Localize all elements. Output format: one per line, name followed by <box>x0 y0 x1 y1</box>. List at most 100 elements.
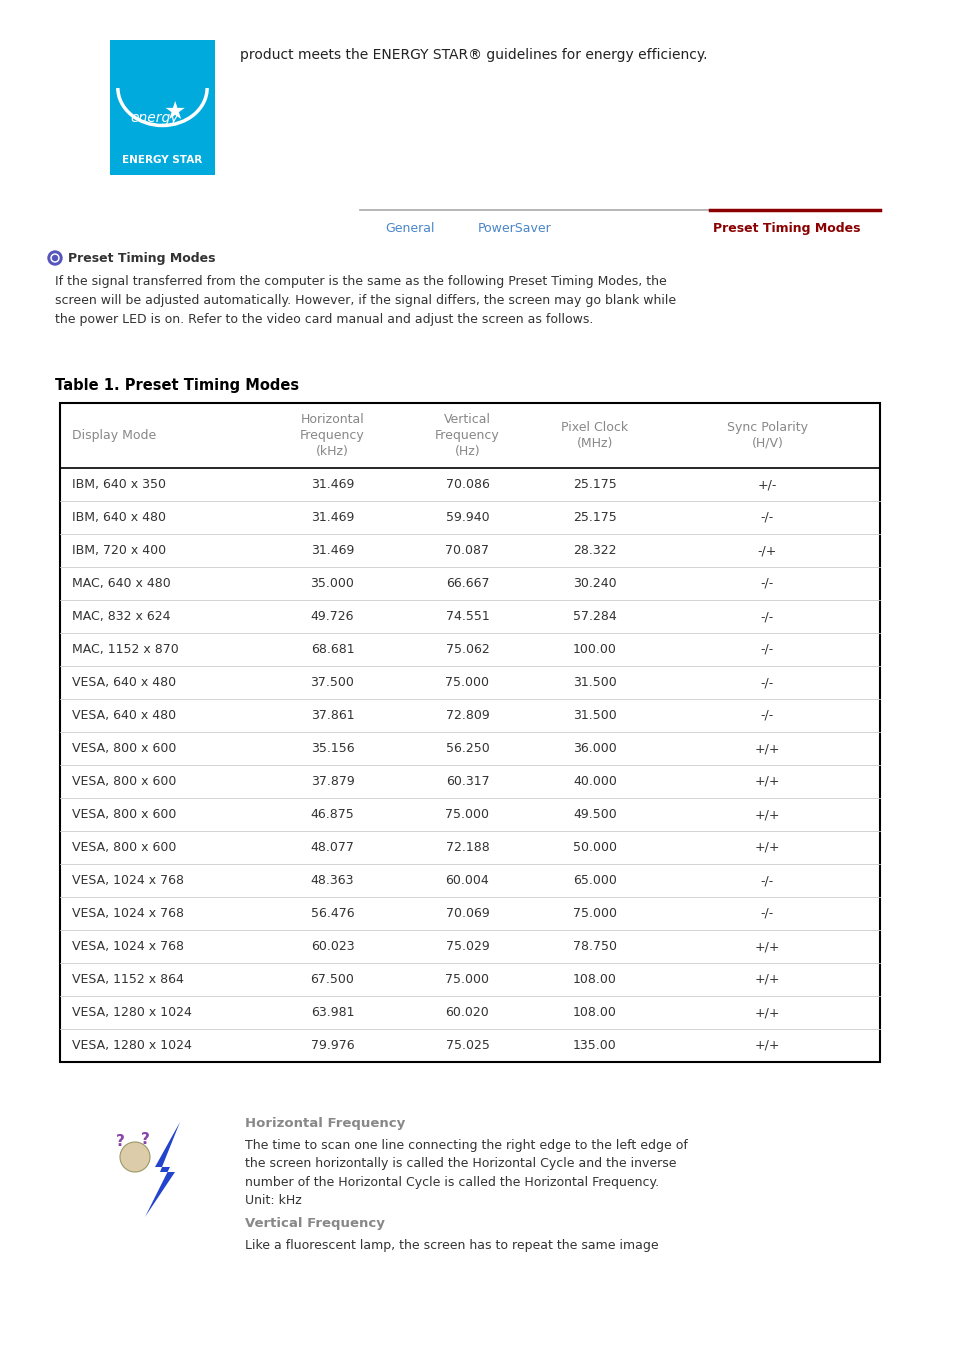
Text: IBM, 640 x 350: IBM, 640 x 350 <box>71 478 166 490</box>
Text: 135.00: 135.00 <box>573 1039 617 1052</box>
Text: +/+: +/+ <box>754 940 780 952</box>
Text: 56.250: 56.250 <box>445 742 489 755</box>
Text: VESA, 800 x 600: VESA, 800 x 600 <box>71 742 176 755</box>
Text: 31.500: 31.500 <box>573 676 617 689</box>
Text: Like a fluorescent lamp, the screen has to repeat the same image: Like a fluorescent lamp, the screen has … <box>245 1239 658 1252</box>
Text: 37.879: 37.879 <box>311 775 354 788</box>
Text: 70.069: 70.069 <box>445 907 489 920</box>
Text: 108.00: 108.00 <box>573 1006 617 1019</box>
Text: Preset Timing Modes: Preset Timing Modes <box>68 253 215 265</box>
Text: 70.086: 70.086 <box>445 478 489 490</box>
Text: 25.175: 25.175 <box>573 478 617 490</box>
Text: 31.469: 31.469 <box>311 478 354 490</box>
Circle shape <box>120 1142 150 1173</box>
Text: 78.750: 78.750 <box>573 940 617 952</box>
Text: energy: energy <box>131 111 178 126</box>
Text: 37.861: 37.861 <box>311 709 354 721</box>
Text: 28.322: 28.322 <box>573 544 616 557</box>
Text: MAC, 640 x 480: MAC, 640 x 480 <box>71 577 171 590</box>
Text: MAC, 832 x 624: MAC, 832 x 624 <box>71 611 171 623</box>
Text: VESA, 640 x 480: VESA, 640 x 480 <box>71 709 176 721</box>
Text: IBM, 640 x 480: IBM, 640 x 480 <box>71 511 166 524</box>
Text: 31.469: 31.469 <box>311 511 354 524</box>
Text: 75.000: 75.000 <box>445 676 489 689</box>
Text: 79.976: 79.976 <box>311 1039 354 1052</box>
Text: -/-: -/- <box>760 709 773 721</box>
Text: 50.000: 50.000 <box>573 842 617 854</box>
Text: -/-: -/- <box>760 511 773 524</box>
Text: VESA, 800 x 600: VESA, 800 x 600 <box>71 775 176 788</box>
Text: 37.500: 37.500 <box>311 676 355 689</box>
Text: 108.00: 108.00 <box>573 973 617 986</box>
Circle shape <box>52 255 57 261</box>
Text: 59.940: 59.940 <box>445 511 489 524</box>
Text: 57.284: 57.284 <box>573 611 617 623</box>
Text: 75.000: 75.000 <box>573 907 617 920</box>
Text: +/+: +/+ <box>754 1006 780 1019</box>
Circle shape <box>48 251 62 265</box>
Text: 56.476: 56.476 <box>311 907 354 920</box>
Text: Horizontal Frequency: Horizontal Frequency <box>245 1117 405 1129</box>
Text: 60.023: 60.023 <box>311 940 354 952</box>
Text: 40.000: 40.000 <box>573 775 617 788</box>
Text: 36.000: 36.000 <box>573 742 617 755</box>
Text: ?: ? <box>115 1133 124 1148</box>
Text: 60.004: 60.004 <box>445 874 489 888</box>
Text: +/-: +/- <box>757 478 777 490</box>
Text: VESA, 800 x 600: VESA, 800 x 600 <box>71 808 176 821</box>
Text: 46.875: 46.875 <box>311 808 354 821</box>
Text: Vertical
Frequency
(Hz): Vertical Frequency (Hz) <box>435 413 499 458</box>
Text: VESA, 1024 x 768: VESA, 1024 x 768 <box>71 907 184 920</box>
Text: 75.062: 75.062 <box>445 643 489 657</box>
Text: 31.469: 31.469 <box>311 544 354 557</box>
Polygon shape <box>145 1121 180 1217</box>
Text: 66.667: 66.667 <box>445 577 489 590</box>
Text: +/+: +/+ <box>754 973 780 986</box>
Text: 75.025: 75.025 <box>445 1039 489 1052</box>
Text: -/-: -/- <box>760 643 773 657</box>
Text: +/+: +/+ <box>754 1039 780 1052</box>
Text: Sync Polarity
(H/V): Sync Polarity (H/V) <box>726 422 807 450</box>
Text: 60.317: 60.317 <box>445 775 489 788</box>
Text: 31.500: 31.500 <box>573 709 617 721</box>
Text: Table 1. Preset Timing Modes: Table 1. Preset Timing Modes <box>55 378 299 393</box>
Text: 35.000: 35.000 <box>311 577 355 590</box>
Text: Vertical Frequency: Vertical Frequency <box>245 1217 384 1229</box>
Text: 48.363: 48.363 <box>311 874 354 888</box>
Circle shape <box>51 254 59 262</box>
Text: 74.551: 74.551 <box>445 611 489 623</box>
Text: VESA, 640 x 480: VESA, 640 x 480 <box>71 676 176 689</box>
Text: 35.156: 35.156 <box>311 742 354 755</box>
Bar <box>60 403 879 1062</box>
Text: VESA, 800 x 600: VESA, 800 x 600 <box>71 842 176 854</box>
Text: 49.500: 49.500 <box>573 808 617 821</box>
Text: 67.500: 67.500 <box>311 973 355 986</box>
Text: -/-: -/- <box>760 907 773 920</box>
Bar <box>110 145 214 176</box>
Text: 49.726: 49.726 <box>311 611 354 623</box>
Text: VESA, 1280 x 1024: VESA, 1280 x 1024 <box>71 1039 192 1052</box>
Text: +/+: +/+ <box>754 775 780 788</box>
Text: -/+: -/+ <box>757 544 777 557</box>
Text: 100.00: 100.00 <box>573 643 617 657</box>
Text: Preset Timing Modes: Preset Timing Modes <box>712 222 860 235</box>
Text: ENERGY STAR: ENERGY STAR <box>122 155 202 165</box>
Text: -/-: -/- <box>760 577 773 590</box>
Text: 65.000: 65.000 <box>573 874 617 888</box>
Text: 48.077: 48.077 <box>311 842 355 854</box>
Text: VESA, 1152 x 864: VESA, 1152 x 864 <box>71 973 184 986</box>
Text: 30.240: 30.240 <box>573 577 617 590</box>
Text: VESA, 1024 x 768: VESA, 1024 x 768 <box>71 940 184 952</box>
Text: 63.981: 63.981 <box>311 1006 354 1019</box>
Text: The time to scan one line connecting the right edge to the left edge of
the scre: The time to scan one line connecting the… <box>245 1139 687 1208</box>
Text: 60.020: 60.020 <box>445 1006 489 1019</box>
Text: VESA, 1280 x 1024: VESA, 1280 x 1024 <box>71 1006 192 1019</box>
Text: If the signal transferred from the computer is the same as the following Preset : If the signal transferred from the compu… <box>55 276 676 326</box>
Text: ★: ★ <box>163 100 186 124</box>
Text: 72.809: 72.809 <box>445 709 489 721</box>
Text: MAC, 1152 x 870: MAC, 1152 x 870 <box>71 643 178 657</box>
Text: 75.000: 75.000 <box>445 808 489 821</box>
Text: Pixel Clock
(MHz): Pixel Clock (MHz) <box>561 422 628 450</box>
Text: VESA, 1024 x 768: VESA, 1024 x 768 <box>71 874 184 888</box>
Text: Horizontal
Frequency
(kHz): Horizontal Frequency (kHz) <box>300 413 364 458</box>
